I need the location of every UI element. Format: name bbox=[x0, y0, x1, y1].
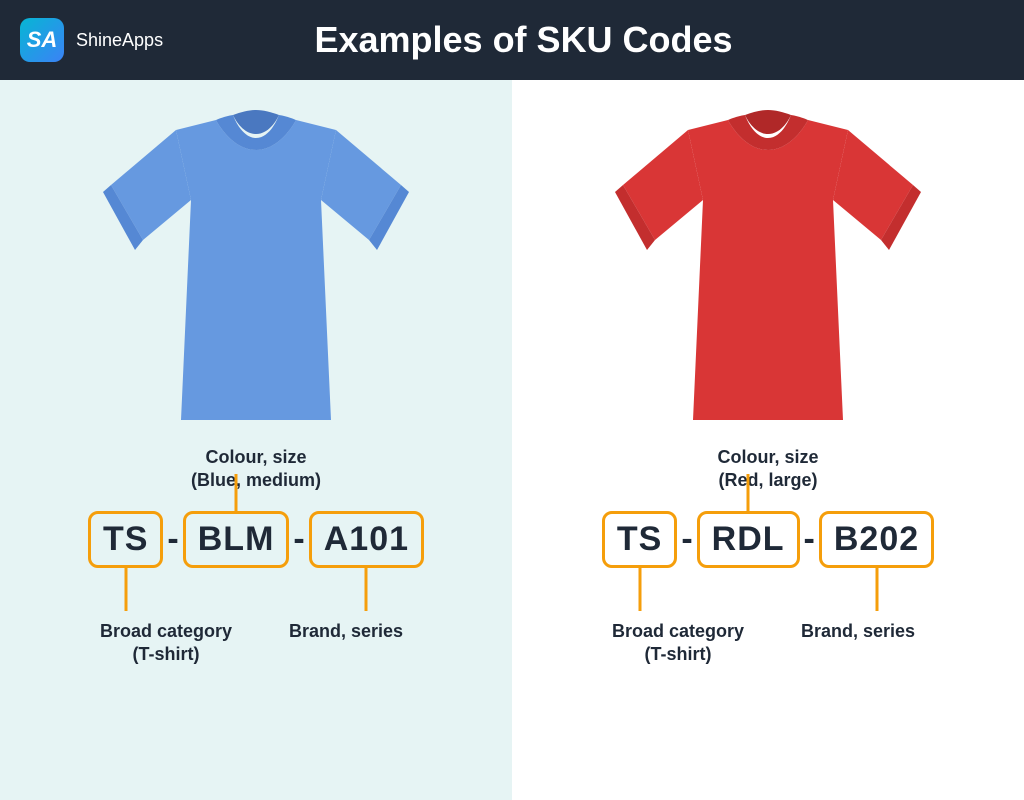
sku-segment: TS bbox=[88, 511, 163, 568]
brand-name: ShineApps bbox=[76, 30, 163, 51]
sku-code: TS-RDL-B202 bbox=[602, 511, 934, 568]
sku-separator: - bbox=[804, 520, 815, 559]
sku-segment: TS bbox=[602, 511, 677, 568]
page-title: Examples of SKU Codes bbox=[163, 19, 884, 61]
connector-line bbox=[124, 565, 127, 611]
connector-line bbox=[235, 474, 238, 514]
sku-code: TS-BLM-A101 bbox=[88, 511, 424, 568]
sku-segment: RDL bbox=[697, 511, 800, 568]
top-annotation: Colour, size(Red, large) bbox=[717, 446, 818, 493]
tshirt-icon bbox=[81, 110, 431, 440]
bottom-left-annotation: Broad category(T-shirt) bbox=[598, 620, 758, 667]
example-panel-left: Colour, size(Blue, medium)TS-BLM-A101 Br… bbox=[0, 80, 512, 800]
sku-segment: BLM bbox=[183, 511, 290, 568]
sku-segment: A101 bbox=[309, 511, 424, 568]
bottom-annotations: Broad category(T-shirt) Brand, series bbox=[86, 620, 426, 667]
connector-line bbox=[638, 565, 641, 611]
logo-icon: SA bbox=[20, 18, 64, 62]
example-panel-right: Colour, size(Red, large)TS-RDL-B202 Broa… bbox=[512, 80, 1024, 800]
tshirt-illustration bbox=[81, 110, 431, 440]
header: SA ShineApps Examples of SKU Codes bbox=[0, 0, 1024, 80]
connector-line bbox=[365, 565, 368, 611]
top-annotation: Colour, size(Blue, medium) bbox=[191, 446, 321, 493]
bottom-right-annotation: Brand, series bbox=[266, 620, 426, 667]
bottom-left-annotation: Broad category(T-shirt) bbox=[86, 620, 246, 667]
bottom-right-annotation: Brand, series bbox=[778, 620, 938, 667]
sku-separator: - bbox=[681, 520, 692, 559]
sku-separator: - bbox=[293, 520, 304, 559]
tshirt-illustration bbox=[593, 110, 943, 440]
content: Colour, size(Blue, medium)TS-BLM-A101 Br… bbox=[0, 80, 1024, 800]
connector-line bbox=[875, 565, 878, 611]
sku-segment: B202 bbox=[819, 511, 934, 568]
tshirt-icon bbox=[593, 110, 943, 440]
bottom-annotations: Broad category(T-shirt) Brand, series bbox=[598, 620, 938, 667]
connector-line bbox=[747, 474, 750, 514]
sku-separator: - bbox=[167, 520, 178, 559]
